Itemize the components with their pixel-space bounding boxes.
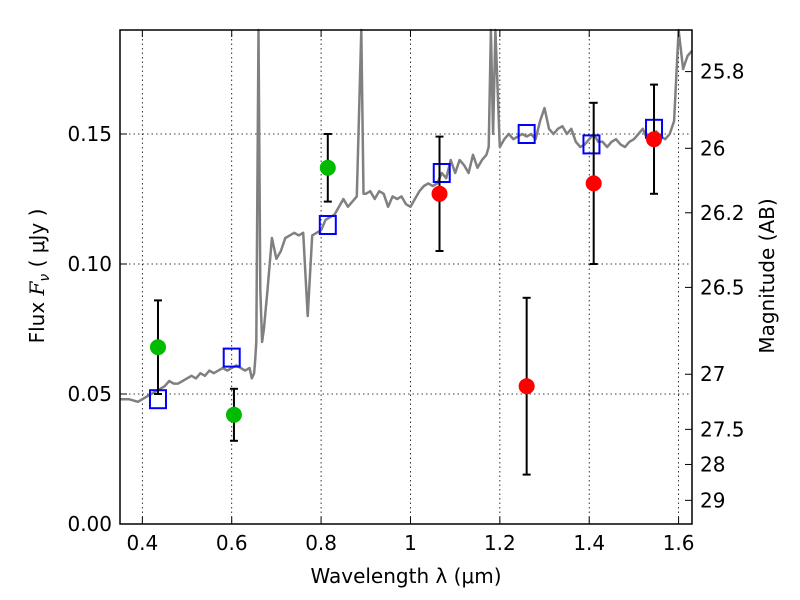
model-square-marker [517,124,536,144]
photometry-point [585,175,602,192]
y-axis-title-symbol: F [25,280,49,296]
right-tick-label: 28 [700,452,725,476]
model-square-marker [432,163,451,183]
right-axis-title: Magnitude (AB) [755,198,779,353]
y-tick-label: 0.15 [67,122,112,146]
x-axis-title: Wavelength λ (μm) [310,564,501,588]
x-tick-label: 1.4 [573,531,605,555]
y-tick-label: 0.05 [67,382,112,406]
right-tick-label: 25.8 [700,60,745,84]
y-axis-title-subscript: ν [37,274,53,282]
spectrum-line [120,28,693,404]
right-tick-label: 26 [700,136,725,160]
y-tick-label: 0.00 [67,512,112,536]
right-tick-label: 27 [700,362,725,386]
y-tick-label: 0.10 [67,252,112,276]
spectrum-line-group [120,28,693,404]
x-tick-label: 1.2 [484,531,516,555]
marker-group [148,83,664,476]
model-square-marker [318,215,337,235]
axes: 0.4 0.6 0.8 1 1.2 1.4 1.6 0.00 0.05 0.10 0.15 25.8 2… [67,30,745,555]
x-tick-label: 1 [404,531,417,555]
right-tick-label: 29 [700,488,725,512]
photometry-point [319,159,336,176]
x-tick-label: 1.6 [663,531,695,555]
y-axis-title-prefix: Flux [25,295,49,343]
x-tick-label: 0.8 [305,531,337,555]
photometry-point [225,406,242,423]
photometry-point [518,378,535,395]
photometry-point [431,185,448,202]
y-axis-title-suffix: ( μJy ) [25,209,49,274]
model-square-marker [582,134,601,155]
right-tick-label: 27.5 [700,417,745,441]
x-tick-label: 0.6 [216,531,248,555]
photometry-point [646,131,663,148]
y-axis-title: Flux Fν ( μJy ) [25,209,53,344]
plot-frame [119,29,693,525]
grid [120,30,692,525]
right-tick-label: 26.2 [700,201,745,225]
right-tick-label: 26.5 [700,275,745,299]
x-tick-label: 0.4 [126,531,158,555]
model-square-marker [222,347,241,368]
photometry-point [149,339,166,356]
